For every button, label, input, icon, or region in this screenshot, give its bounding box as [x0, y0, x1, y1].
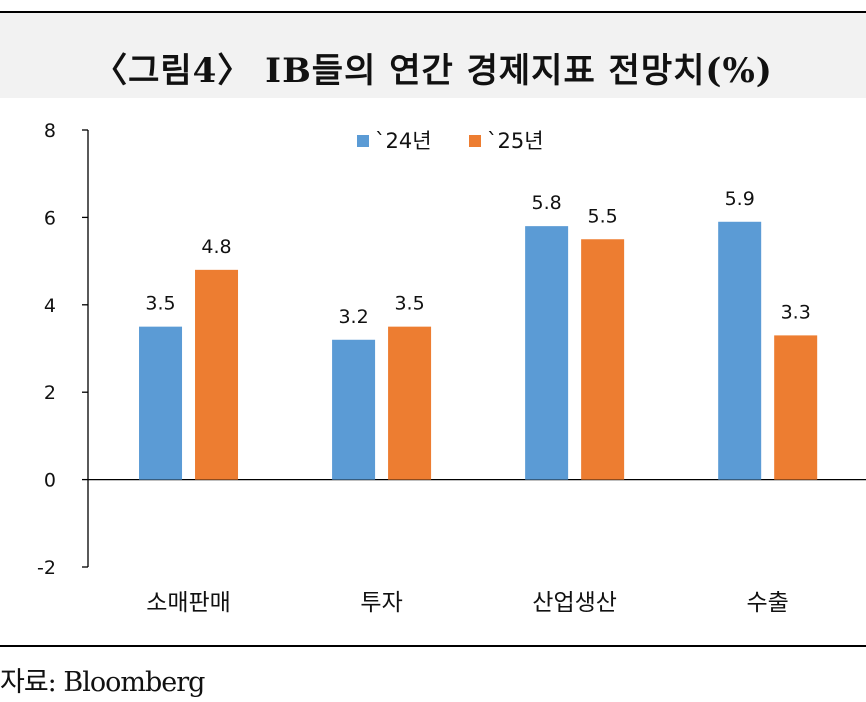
y-tick-label: 0 — [44, 470, 56, 492]
data-label: 5.5 — [588, 205, 618, 227]
bar — [581, 239, 625, 480]
bar — [388, 326, 432, 480]
bar — [332, 339, 376, 480]
y-tick-label: 8 — [44, 120, 56, 142]
x-tick-label: 투자 — [360, 590, 402, 616]
data-label: 3.2 — [338, 306, 368, 328]
data-label: 4.8 — [201, 236, 231, 258]
legend-label: `24년 — [375, 129, 432, 153]
x-tick-label: 소매판매 — [146, 590, 231, 616]
bar — [195, 269, 239, 480]
source-note: 자료: Bloomberg — [0, 667, 205, 698]
bar-chart: 8 6 4 2 0 -2 3.5 4.8 소매판매 3.2 3.5 투자 5.8 5.5 산업생산 5.9 3.… — [37, 120, 866, 616]
bar — [139, 326, 183, 480]
data-label: 3.5 — [394, 293, 424, 315]
data-label: 5.9 — [725, 188, 755, 210]
title-bar: 〈그림4〉 IB들의 연간 경제지표 전망치(%) — [0, 11, 866, 98]
legend-label: `25년 — [487, 129, 544, 153]
x-tick-label: 수출 — [747, 590, 789, 616]
data-label: 3.5 — [145, 293, 175, 315]
bar — [718, 221, 762, 480]
bar — [525, 226, 569, 480]
divider — [0, 645, 866, 647]
y-tick-label: 6 — [44, 207, 56, 229]
data-label: 3.3 — [781, 301, 811, 323]
y-tick-label: 2 — [44, 382, 56, 404]
legend-swatch — [469, 135, 481, 147]
data-label: 5.8 — [532, 192, 562, 214]
y-tick-label: 4 — [44, 295, 56, 317]
chart-title: 〈그림4〉 IB들의 연간 경제지표 전망치(%) — [93, 51, 773, 91]
legend-swatch — [357, 135, 369, 147]
y-tick-label: -2 — [37, 557, 56, 579]
x-tick-label: 산업생산 — [532, 590, 617, 616]
bar — [774, 335, 818, 480]
